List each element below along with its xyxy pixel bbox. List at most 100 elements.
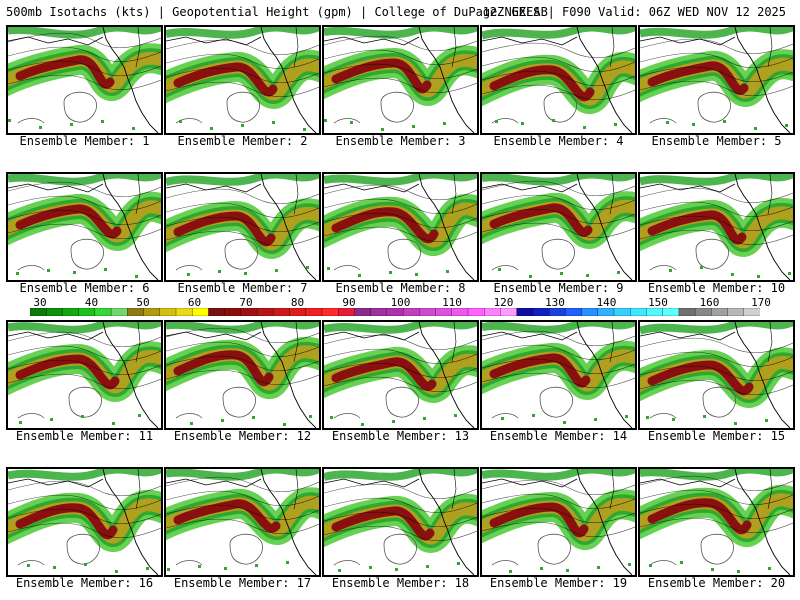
height-contour [324, 49, 477, 65]
height-contour [324, 525, 477, 541]
coastline-north [8, 183, 104, 193]
colorbar-tick-label: 40 [84, 296, 99, 309]
coastline-north [482, 183, 578, 193]
coastline-north [640, 331, 736, 341]
colorbar-swatch [305, 308, 323, 316]
colorbar-swatch [532, 308, 550, 316]
height-contour [324, 483, 477, 499]
northern-streamer [482, 174, 635, 186]
jet-core [331, 357, 437, 391]
height-contour [324, 77, 477, 93]
northern-streamer [640, 469, 793, 481]
member-caption: Ensemble Member: 15 [647, 429, 786, 443]
height-contour-closed [380, 91, 414, 123]
height-contour [482, 180, 635, 196]
isotach-map-panel [164, 172, 321, 282]
height-contour-south [649, 265, 677, 271]
coastline [102, 27, 159, 133]
height-contour-closed [222, 386, 256, 418]
northern-streamer [8, 469, 161, 481]
height-contour [324, 63, 477, 79]
wind-speckles [179, 120, 306, 131]
height-contour [640, 52, 793, 68]
jet-stream-map [166, 322, 319, 428]
coastline-north [324, 331, 420, 341]
height-contour-south [17, 265, 45, 271]
height-contour-south [491, 560, 519, 566]
colorbar-swatch [743, 308, 760, 316]
height-contour [166, 476, 319, 492]
northern-streamer [482, 469, 635, 481]
jet-stream-map [8, 174, 161, 280]
isotach-map-panel [164, 320, 321, 430]
colorbar-swatch [208, 308, 226, 316]
isotach-map-panel [6, 320, 163, 430]
height-contour [482, 84, 635, 100]
coastline-north [8, 331, 104, 341]
coastline [734, 469, 791, 575]
isotach-map-panel [638, 467, 795, 577]
colorbar-arrow-left [18, 308, 30, 316]
colorbar-swatch [338, 308, 355, 316]
jet-stream-map [8, 469, 161, 575]
colorbar-tick-label: 160 [699, 296, 720, 309]
height-contour [166, 230, 319, 246]
colorbar-swatch [694, 308, 712, 316]
colorbar-swatch [711, 308, 729, 316]
northern-streamer [640, 174, 793, 186]
height-contour-closed [543, 91, 577, 123]
member-caption: Ensemble Member: 12 [173, 429, 312, 443]
coastline-north [482, 331, 578, 341]
height-contour [482, 507, 635, 523]
height-contour [166, 327, 319, 343]
member-caption: Ensemble Member: 16 [15, 576, 154, 590]
colorbar-swatch [613, 308, 631, 316]
colorbar-swatch [224, 308, 242, 316]
coastline [102, 322, 159, 428]
jet-core [647, 61, 749, 95]
border-line [767, 27, 773, 68]
colorbar-swatch [581, 308, 599, 316]
height-contour-closed [387, 238, 421, 270]
colorbar-tick-label: 100 [390, 296, 411, 309]
height-contour-south [17, 560, 45, 566]
height-contour-closed [700, 533, 734, 565]
wind-speckles [190, 415, 312, 426]
isotach-map-panel [164, 467, 321, 577]
colorbar-swatch [175, 308, 193, 316]
height-contour [8, 209, 161, 225]
wind-speckles [16, 268, 138, 278]
height-contour [640, 517, 793, 533]
wind-speckles [330, 414, 457, 426]
height-contour [482, 344, 635, 360]
coastline-north [640, 183, 736, 193]
jet-core [15, 55, 115, 89]
height-contour [8, 522, 161, 538]
jet-stream-map [324, 469, 477, 575]
height-contour-closed [70, 238, 104, 270]
height-contour [482, 479, 635, 495]
height-contour-closed [539, 386, 573, 418]
colorbar-swatch [354, 308, 372, 316]
member-caption: Ensemble Member: 10 [647, 281, 786, 295]
coastline [418, 469, 475, 575]
jet-stream-map [640, 174, 793, 280]
height-contour [640, 365, 793, 381]
height-contour-closed [697, 91, 731, 123]
border-line [135, 174, 141, 215]
height-contour [8, 494, 161, 510]
height-contour [8, 195, 161, 211]
colorbar-tick-label: 130 [545, 296, 565, 309]
coastline [102, 469, 159, 575]
border-line [451, 174, 457, 215]
colorbar-swatch [110, 308, 128, 316]
member-caption: Ensemble Member: 2 [177, 134, 308, 148]
coastline-north [166, 478, 262, 488]
height-contour [166, 369, 319, 385]
height-contour [166, 504, 319, 520]
height-contour [166, 518, 319, 534]
colorbar-tick-label: 110 [442, 296, 462, 309]
coastline [418, 174, 475, 280]
coastline-north [324, 36, 420, 46]
coastline [260, 322, 317, 428]
